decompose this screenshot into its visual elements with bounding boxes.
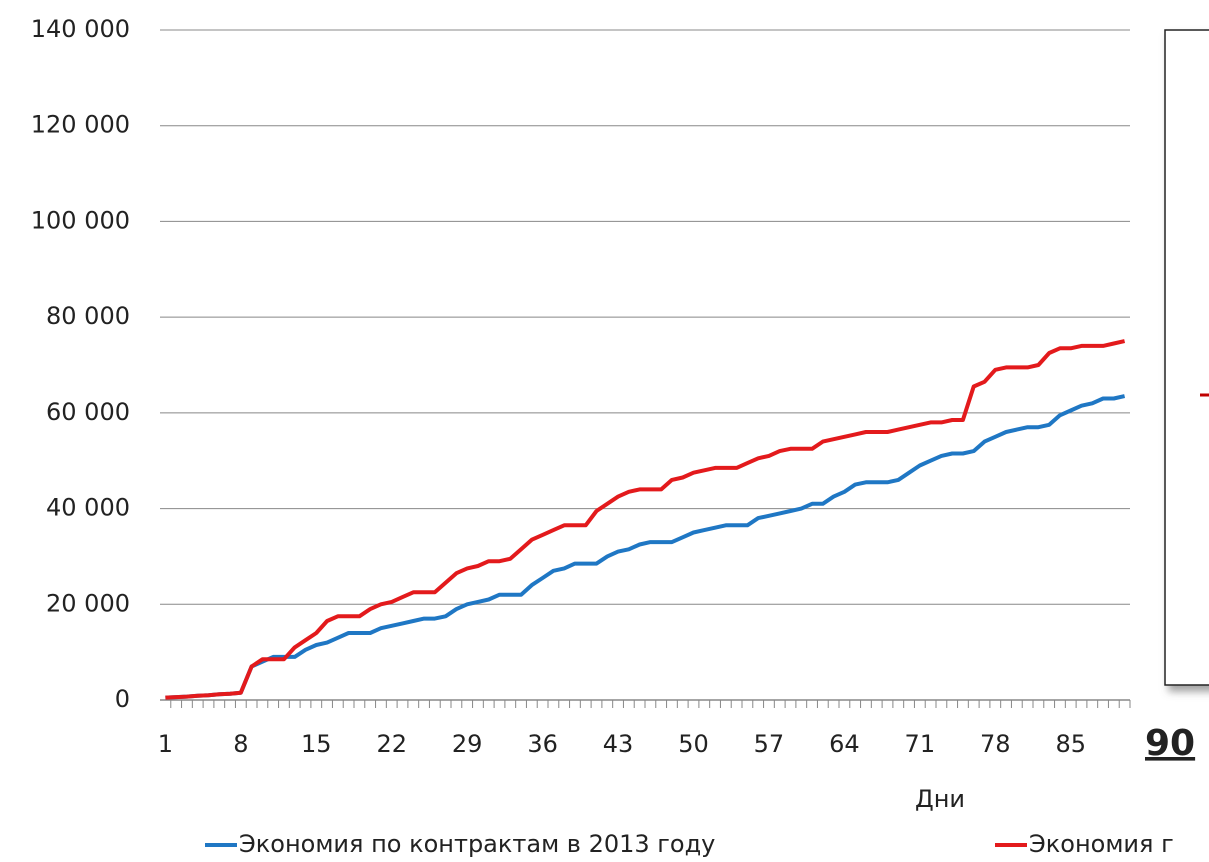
x-tick-label: 57 [754, 730, 785, 758]
x-tick-label: 22 [376, 730, 407, 758]
y-tick-label: 140 000 [31, 15, 130, 43]
x-tick-label: 78 [980, 730, 1011, 758]
x-tick-label: 8 [233, 730, 248, 758]
x-axis-label: Дни [915, 785, 965, 813]
x-tick-label: 50 [678, 730, 709, 758]
x-tick-label: 36 [527, 730, 558, 758]
series-line [165, 394, 1126, 700]
y-tick-label: 80 000 [46, 302, 130, 330]
x-tick-label: 64 [829, 730, 860, 758]
x-tick-label: 29 [452, 730, 483, 758]
side-box [1164, 29, 1209, 686]
x-tick-label: 15 [301, 730, 332, 758]
y-tick-label: 100 000 [31, 206, 130, 234]
x-tick-label: 43 [603, 730, 634, 758]
legend-label: Экономия г [1029, 830, 1174, 858]
y-tick-label: 120 000 [31, 111, 130, 139]
x-tick-label: 71 [905, 730, 936, 758]
y-tick-label: 60 000 [46, 398, 130, 426]
legend-label: Экономия по контрактам в 2013 году [239, 830, 715, 858]
y-tick-label: 20 000 [46, 589, 130, 617]
x-tick-label: 1 [158, 730, 173, 758]
y-tick-label: 0 [115, 685, 130, 713]
x-tick-label: 85 [1055, 730, 1086, 758]
annotation: 90 [1145, 723, 1195, 764]
y-tick-label: 40 000 [46, 494, 130, 522]
series-line [165, 339, 1126, 700]
